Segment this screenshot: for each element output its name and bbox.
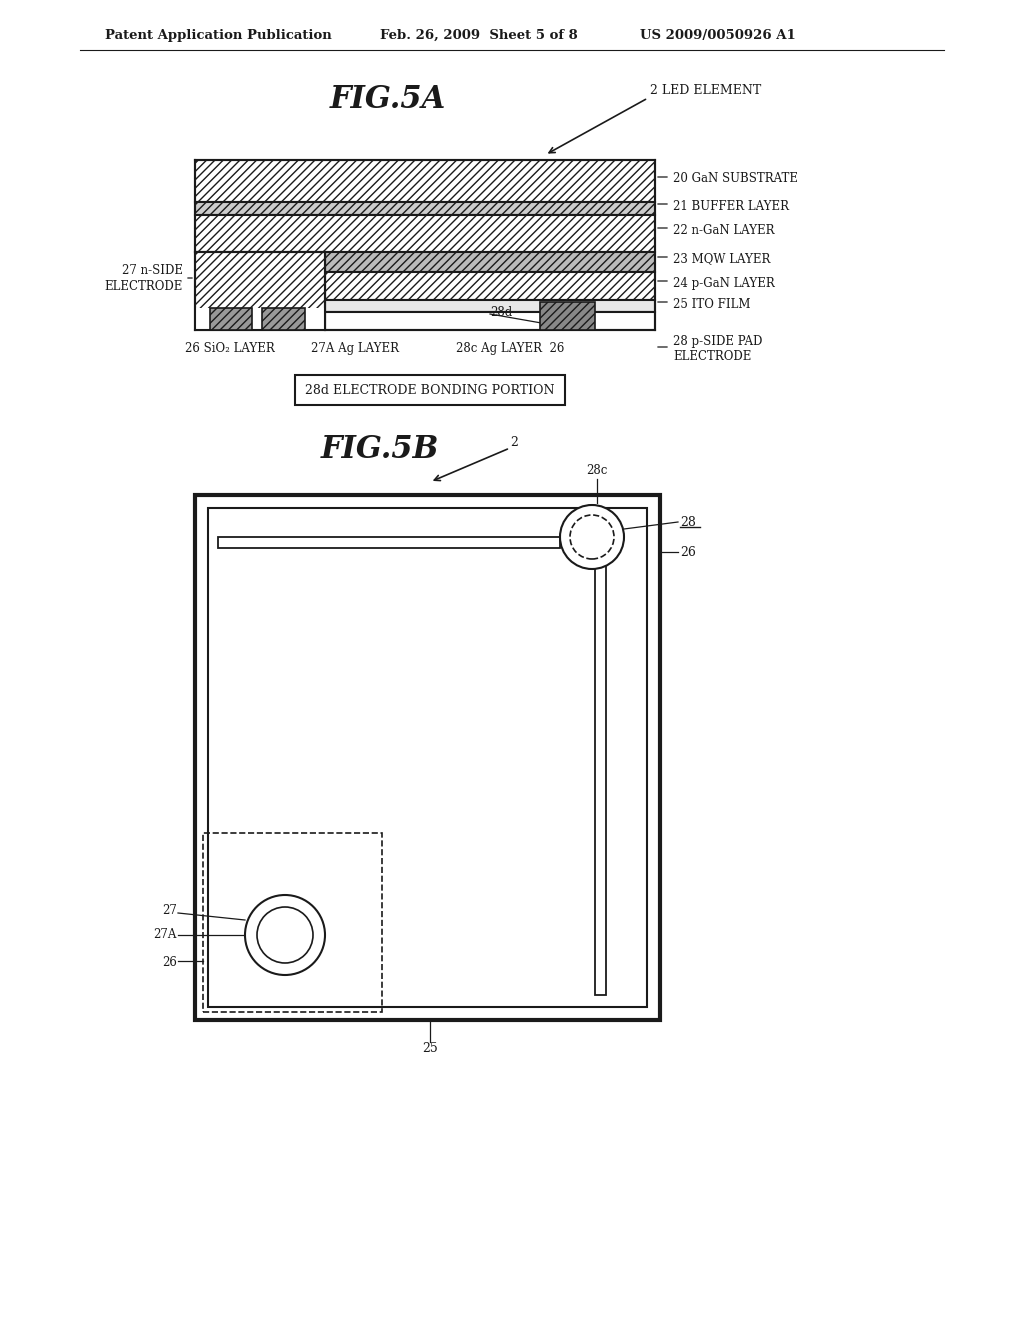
Text: FIG.5B: FIG.5B [321, 434, 439, 466]
Bar [203, 833, 382, 1012]
Bar [195, 160, 655, 202]
Text: 28c Ag LAYER  26: 28c Ag LAYER 26 [456, 342, 564, 355]
Text: 23 MQW LAYER: 23 MQW LAYER [673, 252, 770, 265]
Text: FIG.5A: FIG.5A [330, 84, 446, 116]
Text: 21 BUFFER LAYER: 21 BUFFER LAYER [673, 199, 790, 213]
Text: 28: 28 [680, 516, 696, 528]
Text: 2 LED ELEMENT: 2 LED ELEMENT [650, 83, 761, 96]
Text: Feb. 26, 2009  Sheet 5 of 8: Feb. 26, 2009 Sheet 5 of 8 [380, 29, 578, 41]
Bar [325, 312, 655, 330]
Text: 28d: 28d [490, 305, 512, 318]
Text: 27A Ag LAYER: 27A Ag LAYER [311, 342, 399, 355]
Bar [195, 308, 325, 330]
Text: 26: 26 [680, 545, 696, 558]
Text: US 2009/0050926 A1: US 2009/0050926 A1 [640, 29, 796, 41]
Text: 28d ELECTRODE BONDING PORTION: 28d ELECTRODE BONDING PORTION [305, 384, 555, 396]
Bar [325, 272, 655, 300]
Bar [195, 495, 660, 1020]
Text: 26: 26 [162, 957, 177, 969]
Bar [595, 548, 606, 995]
Bar [325, 252, 655, 272]
Bar [295, 375, 565, 405]
Text: 25 ITO FILM: 25 ITO FILM [673, 297, 751, 310]
Text: 20 GaN SUBSTRATE: 20 GaN SUBSTRATE [673, 173, 798, 186]
Bar [540, 302, 595, 330]
Bar [262, 308, 305, 330]
Bar [195, 252, 325, 330]
Text: 27A: 27A [154, 928, 177, 941]
Bar [210, 308, 252, 330]
Text: 27: 27 [162, 903, 177, 916]
Circle shape [245, 895, 325, 975]
Circle shape [257, 907, 313, 964]
Circle shape [560, 506, 624, 569]
Text: Patent Application Publication: Patent Application Publication [105, 29, 332, 41]
Bar [218, 537, 560, 548]
Text: 28 p-SIDE PAD
ELECTRODE: 28 p-SIDE PAD ELECTRODE [673, 334, 763, 363]
Bar [208, 508, 647, 1007]
Text: 24 p-GaN LAYER: 24 p-GaN LAYER [673, 276, 775, 289]
Text: 25: 25 [422, 1041, 438, 1055]
Text: 27 n-SIDE
ELECTRODE: 27 n-SIDE ELECTRODE [104, 264, 183, 293]
Bar [195, 202, 655, 215]
Text: 28c: 28c [587, 465, 607, 477]
Text: 2: 2 [510, 436, 518, 449]
Text: 22 n-GaN LAYER: 22 n-GaN LAYER [673, 223, 774, 236]
Bar [195, 215, 655, 252]
Text: 26 SiO₂ LAYER: 26 SiO₂ LAYER [185, 342, 274, 355]
Bar [325, 300, 655, 312]
